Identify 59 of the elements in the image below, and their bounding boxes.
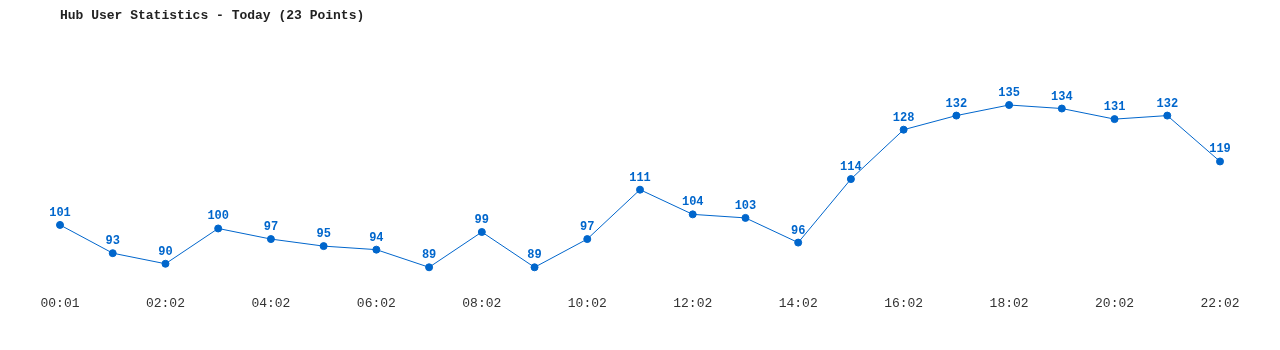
data-label: 89	[527, 248, 542, 263]
data-label: 134	[1051, 89, 1073, 104]
point	[372, 245, 381, 254]
data-label: 94	[369, 230, 384, 245]
x-tick-label: 22:02	[1200, 295, 1240, 311]
point	[688, 210, 697, 219]
data-label: 97	[263, 220, 279, 235]
x-tick-label: 10:02	[567, 295, 607, 311]
point	[899, 125, 908, 134]
point	[1163, 111, 1172, 120]
data-label: 132	[1156, 96, 1179, 111]
point	[1005, 101, 1014, 109]
point	[425, 263, 434, 272]
chart-title: Hub User Statistics - Today (23 Points)	[60, 8, 365, 23]
x-tick-label: 16:02	[884, 295, 924, 311]
data-label: 111	[629, 170, 651, 185]
x-tick-label: 06:02	[356, 295, 396, 311]
point	[161, 259, 170, 268]
data-label: 96	[790, 223, 806, 238]
data-label: 114	[840, 160, 862, 175]
data-label: 131	[1103, 100, 1126, 115]
x-tick-label: 18:02	[989, 295, 1029, 311]
data-label: 99	[474, 213, 490, 228]
x-tick-label: 00:01	[40, 295, 80, 311]
data-label: 103	[734, 198, 757, 213]
point	[319, 242, 328, 251]
point	[636, 185, 644, 194]
data-label: 132	[945, 96, 968, 111]
x-tick-label: 04:02	[251, 295, 291, 311]
point	[477, 228, 486, 237]
data-label: 101	[49, 205, 71, 220]
point	[583, 235, 592, 244]
data-label: 95	[316, 227, 331, 242]
data-label: 128	[892, 110, 915, 125]
point	[794, 238, 803, 247]
point	[266, 235, 275, 244]
x-tick-label: 08:02	[462, 295, 502, 311]
data-label: 90	[158, 244, 173, 259]
data-label: 89	[421, 248, 437, 263]
data-label: 93	[105, 234, 120, 249]
point	[846, 175, 855, 184]
x-tick-label: 20:02	[1095, 295, 1135, 311]
data-label: 119	[1209, 142, 1231, 157]
x-tick-label: 14:02	[778, 295, 818, 311]
x-tick-label: 12:02	[673, 295, 713, 311]
point	[530, 263, 539, 272]
point	[108, 249, 117, 258]
point	[56, 220, 64, 229]
x-tick-label: 02:02	[145, 295, 185, 311]
point	[1110, 115, 1119, 124]
point	[952, 111, 961, 120]
point	[1057, 104, 1066, 113]
data-label: 104	[681, 195, 704, 210]
data-label: 100	[207, 209, 229, 224]
data-label: 135	[998, 86, 1020, 101]
point	[214, 224, 223, 233]
point	[741, 213, 750, 222]
point	[1216, 157, 1224, 166]
data-label: 97	[580, 220, 595, 235]
